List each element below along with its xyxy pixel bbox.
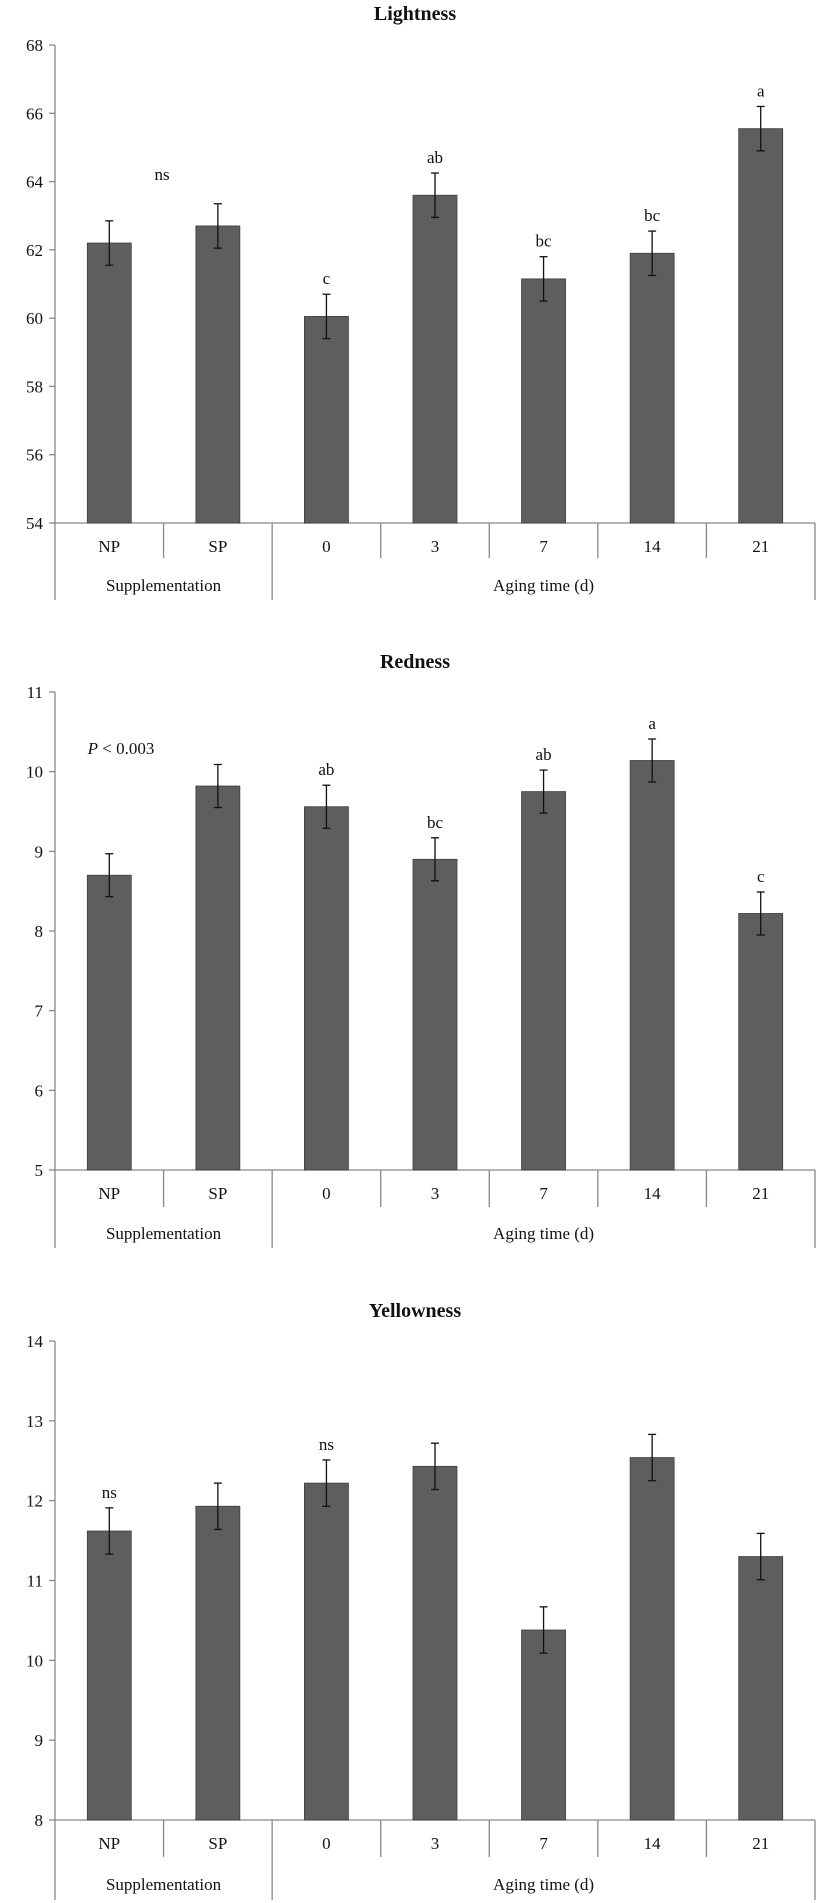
x-tick-label: 7 [539, 1184, 548, 1203]
chart-2: Redness 5 6 7 8 9 10 11 Supplementation Aging tim… [26, 651, 816, 1248]
bar [304, 1482, 349, 1821]
x-tick-label: 14 [644, 1834, 662, 1853]
y-tick-label: 11 [27, 683, 43, 702]
chart-title: Yellowness [369, 1300, 461, 1322]
x-tick-label: 14 [644, 537, 662, 556]
bar [629, 760, 675, 1171]
significance-label: ns [319, 1435, 334, 1454]
x-tick-label: SP [208, 1834, 227, 1853]
y-tick-label: 10 [26, 1651, 43, 1670]
y-tick-label: 66 [26, 104, 43, 123]
y-tick-label: 8 [35, 1811, 44, 1830]
y-tick-label: 56 [26, 446, 43, 465]
y-tick-label: 6 [35, 1081, 44, 1100]
group-label: Aging time (d) [493, 576, 594, 595]
chart-title: Lightness [374, 3, 456, 25]
x-tick-label: 14 [644, 1184, 662, 1203]
bar [412, 194, 458, 524]
x-tick-label: SP [208, 1184, 227, 1203]
y-tick-label: 11 [27, 1572, 43, 1591]
significance-label: c [757, 867, 765, 886]
x-tick-label: 0 [322, 537, 331, 556]
x-tick-label: NP [98, 1834, 120, 1853]
x-tick-label: 0 [322, 1184, 331, 1203]
bar [521, 278, 566, 524]
significance-label: ns [102, 1483, 117, 1502]
significance-note: ns [154, 165, 169, 184]
y-tick-label: 60 [26, 309, 43, 328]
group-label: Supplementation [106, 1224, 222, 1243]
significance-label: bc [644, 206, 661, 225]
y-tick-label: 5 [35, 1161, 44, 1180]
bar [738, 128, 784, 524]
bar [521, 791, 566, 1171]
bar [304, 806, 349, 1171]
chart-3: Yellowness 8 9 10 11 12 13 14 Supplementation Agi… [26, 1300, 816, 1900]
bar [521, 1629, 566, 1821]
y-tick-label: 58 [26, 377, 43, 396]
x-tick-label: SP [208, 537, 227, 556]
y-tick-label: 7 [35, 1002, 44, 1021]
y-tick-label: 13 [26, 1412, 43, 1431]
x-tick-label: 21 [752, 1834, 769, 1853]
y-tick-label: 9 [35, 842, 44, 861]
bar [195, 225, 241, 524]
significance-label: bc [536, 232, 553, 251]
significance-note: P < 0.003 [87, 739, 155, 758]
x-tick-label: 3 [431, 1834, 440, 1853]
y-tick-label: 8 [35, 922, 44, 941]
x-tick-label: 7 [539, 1834, 548, 1853]
group-label: Supplementation [106, 1875, 222, 1894]
significance-label: c [323, 269, 331, 288]
group-label: Aging time (d) [493, 1875, 594, 1894]
bar [629, 1457, 675, 1821]
bar [738, 913, 784, 1171]
x-tick-label: 3 [431, 537, 440, 556]
bar [412, 1465, 458, 1821]
bar [86, 1530, 132, 1821]
significance-label: ab [536, 745, 552, 764]
x-tick-label: NP [98, 537, 120, 556]
y-tick-label: 14 [26, 1332, 44, 1351]
bar [738, 1556, 784, 1821]
y-tick-label: 54 [26, 514, 44, 533]
significance-label: a [648, 714, 656, 733]
x-tick-label: 0 [322, 1834, 331, 1853]
y-tick-label: 12 [26, 1492, 43, 1511]
x-tick-label: 7 [539, 537, 548, 556]
y-tick-label: 62 [26, 241, 43, 260]
x-tick-label: 3 [431, 1184, 440, 1203]
bar [629, 252, 675, 524]
group-label: Supplementation [106, 576, 222, 595]
bar [86, 874, 132, 1171]
chart-1: Lightness 54 56 58 60 62 64 66 68 Supplementation… [26, 3, 816, 600]
bar [412, 858, 458, 1171]
y-tick-label: 9 [35, 1731, 44, 1750]
bar [195, 785, 241, 1171]
significance-label: bc [427, 813, 444, 832]
bar [304, 316, 349, 524]
significance-label: ab [427, 148, 443, 167]
significance-label: a [757, 81, 765, 100]
y-tick-label: 64 [26, 173, 44, 192]
y-tick-label: 10 [26, 763, 43, 782]
x-tick-label: 21 [752, 537, 769, 556]
x-tick-label: 21 [752, 1184, 769, 1203]
bar [86, 242, 132, 524]
group-label: Aging time (d) [493, 1224, 594, 1243]
chart-title: Redness [380, 651, 450, 673]
x-tick-label: NP [98, 1184, 120, 1203]
bar [195, 1505, 241, 1821]
y-tick-label: 68 [26, 36, 43, 55]
significance-label: ab [318, 760, 334, 779]
